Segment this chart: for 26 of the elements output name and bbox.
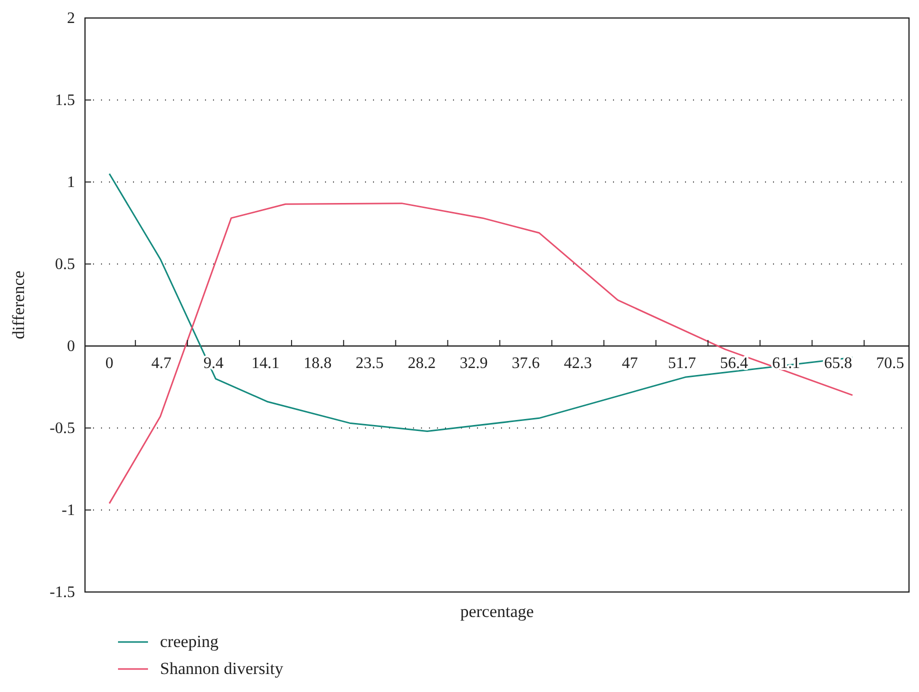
x-tick-label: 23.5 bbox=[356, 355, 384, 372]
x-tick-label: 42.3 bbox=[564, 355, 592, 372]
y-tick-label: -1 bbox=[62, 502, 75, 519]
x-tick-label: 47 bbox=[622, 355, 638, 372]
x-axis-title: percentage bbox=[460, 602, 534, 621]
x-tick-label: 32.9 bbox=[460, 355, 488, 372]
x-tick-label: 4.7 bbox=[151, 355, 172, 372]
y-tick-label: 1 bbox=[67, 174, 75, 191]
y-tick-label: 1.5 bbox=[55, 92, 75, 109]
y-tick-label: -0.5 bbox=[50, 420, 75, 437]
x-tick-label: 56.4 bbox=[720, 355, 748, 372]
y-tick-label: 0 bbox=[67, 338, 75, 355]
y-tick-label: -1.5 bbox=[50, 584, 75, 601]
legend-label: Shannon diversity bbox=[160, 659, 284, 678]
y-tick-label: 0.5 bbox=[55, 256, 75, 273]
x-tick-label: 14.1 bbox=[252, 355, 280, 372]
x-tick-label: 70.5 bbox=[876, 355, 904, 372]
x-tick-label: 18.8 bbox=[304, 355, 332, 372]
y-tick-label: 2 bbox=[67, 10, 75, 27]
x-tick-label: 37.6 bbox=[512, 355, 540, 372]
y-axis-title: difference bbox=[9, 270, 28, 340]
x-tick-label: 28.2 bbox=[408, 355, 436, 372]
x-tick-label: 51.7 bbox=[668, 355, 696, 372]
x-tick-label: 65.8 bbox=[824, 355, 852, 372]
legend-label: creeping bbox=[160, 632, 220, 651]
x-tick-label: 0 bbox=[105, 355, 114, 372]
